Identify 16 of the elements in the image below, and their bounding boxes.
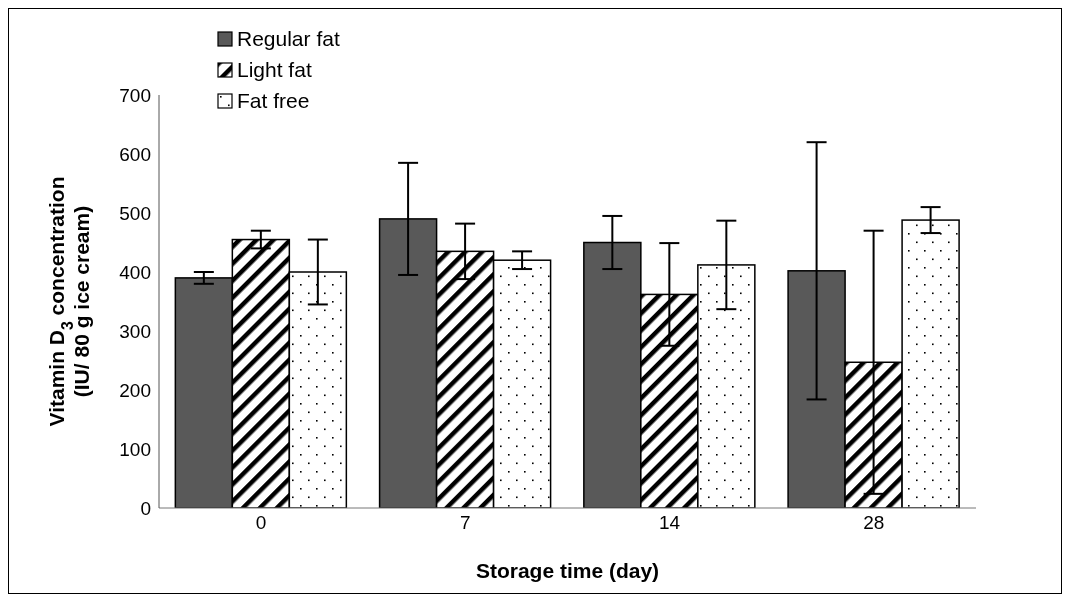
x-tick-label: 7 <box>460 512 471 534</box>
x-tick-label: 14 <box>659 512 681 534</box>
x-tick-label: 28 <box>863 512 885 534</box>
y-tick-label: 600 <box>119 143 151 165</box>
legend-label: Regular fat <box>237 26 340 52</box>
x-axis-title: Storage time (day) <box>475 559 660 582</box>
legend-label: Light fat <box>237 57 312 83</box>
y-tick-label: 300 <box>119 320 151 342</box>
y-tick-label: 400 <box>119 261 151 283</box>
y-tick-label: 200 <box>119 379 151 401</box>
y-tick-label: 0 <box>140 497 151 519</box>
y-tick-label: 500 <box>119 202 151 224</box>
y-tick-label: 700 <box>119 84 151 106</box>
x-tick-label: 0 <box>255 512 267 534</box>
y-tick-label: 100 <box>119 438 151 460</box>
legend-label: Fat free <box>237 88 310 114</box>
